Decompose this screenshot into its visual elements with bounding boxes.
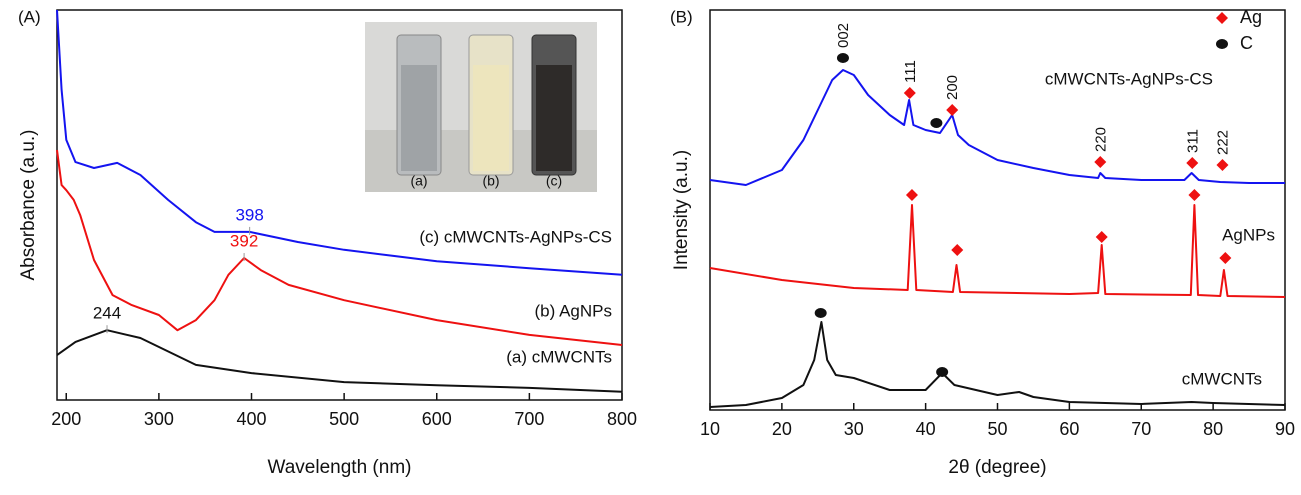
inset-label: (c) xyxy=(546,173,562,189)
peak-index-label: 200 xyxy=(944,75,961,100)
peak-label: 392 xyxy=(230,232,258,251)
marker-Ag xyxy=(1186,157,1199,169)
x-tick-label: 10 xyxy=(700,419,720,439)
peak-index-label: 222 xyxy=(1214,130,1231,155)
inset-photo xyxy=(365,22,597,192)
data-line xyxy=(56,9,623,276)
series-label: AgNPs xyxy=(1222,225,1275,244)
marker-C xyxy=(836,53,849,63)
x-tick-label: 20 xyxy=(772,419,792,439)
data-line xyxy=(709,321,1286,408)
y-axis-label: Absorbance (a.u.) xyxy=(18,129,39,280)
marker-Ag xyxy=(1095,231,1108,243)
cuvette-b-liquid xyxy=(473,65,509,171)
marker-Ag xyxy=(1219,252,1232,264)
x-axis-label: 2θ (degree) xyxy=(948,457,1046,478)
x-tick-label: 700 xyxy=(514,409,544,429)
x-tick-label: 60 xyxy=(1059,419,1079,439)
x-tick-label: 300 xyxy=(144,409,174,429)
marker-Ag xyxy=(946,104,959,116)
data-line xyxy=(56,329,623,393)
peak-label: 398 xyxy=(235,205,263,224)
series-label: (b) AgNPs xyxy=(535,301,612,320)
x-tick-label: 90 xyxy=(1275,419,1295,439)
x-tick-label: 40 xyxy=(916,419,936,439)
peak-index-label: 311 xyxy=(1184,129,1201,153)
x-axis-label: Wavelength (nm) xyxy=(268,457,412,478)
marker-Ag xyxy=(1188,189,1201,201)
marker-C xyxy=(936,367,949,377)
marker-Ag xyxy=(905,189,918,201)
x-tick-label: 600 xyxy=(422,409,452,429)
marker-Ag xyxy=(1216,159,1229,171)
panel-label: (A) xyxy=(18,7,41,26)
legend-label: C xyxy=(1240,33,1253,53)
data-line xyxy=(56,149,623,346)
x-tick-label: 500 xyxy=(329,409,359,429)
inset-label: (b) xyxy=(482,173,499,189)
x-tick-label: 30 xyxy=(844,419,864,439)
data-line xyxy=(709,204,1286,298)
x-tick-label: 70 xyxy=(1131,419,1151,439)
x-tick-label: 200 xyxy=(51,409,81,429)
series-label: cMWCNTs-AgNPs-CS xyxy=(1045,69,1213,88)
series-label: (c) cMWCNTs-AgNPs-CS xyxy=(419,227,612,246)
plot-frame xyxy=(56,9,623,401)
inset-label: (a) xyxy=(410,173,427,189)
peak-index-label: 111 xyxy=(902,60,919,83)
series-label: (a) cMWCNTs xyxy=(506,347,612,366)
marker-Ag xyxy=(1094,156,1107,168)
marker-C xyxy=(930,118,943,128)
x-tick-label: 800 xyxy=(607,409,637,429)
legend-label: Ag xyxy=(1240,7,1262,27)
peak-label: 244 xyxy=(93,304,121,323)
series-label: cMWCNTs xyxy=(1182,369,1262,388)
marker-C xyxy=(1216,39,1228,49)
marker-Ag xyxy=(903,87,916,99)
y-axis-label: Intensity (a.u.) xyxy=(671,150,692,270)
panel-label: (B) xyxy=(670,7,693,26)
cuvette-a-liquid xyxy=(401,65,437,171)
x-tick-label: 80 xyxy=(1203,419,1223,439)
x-tick-label: 400 xyxy=(236,409,266,429)
peak-index-label: 220 xyxy=(1092,127,1109,152)
peak-index-label: 002 xyxy=(835,23,852,48)
cuvette-c-liquid xyxy=(536,65,572,171)
marker-C xyxy=(814,308,827,318)
marker-Ag xyxy=(1216,12,1228,24)
marker-Ag xyxy=(951,244,964,256)
x-tick-label: 50 xyxy=(987,419,1007,439)
